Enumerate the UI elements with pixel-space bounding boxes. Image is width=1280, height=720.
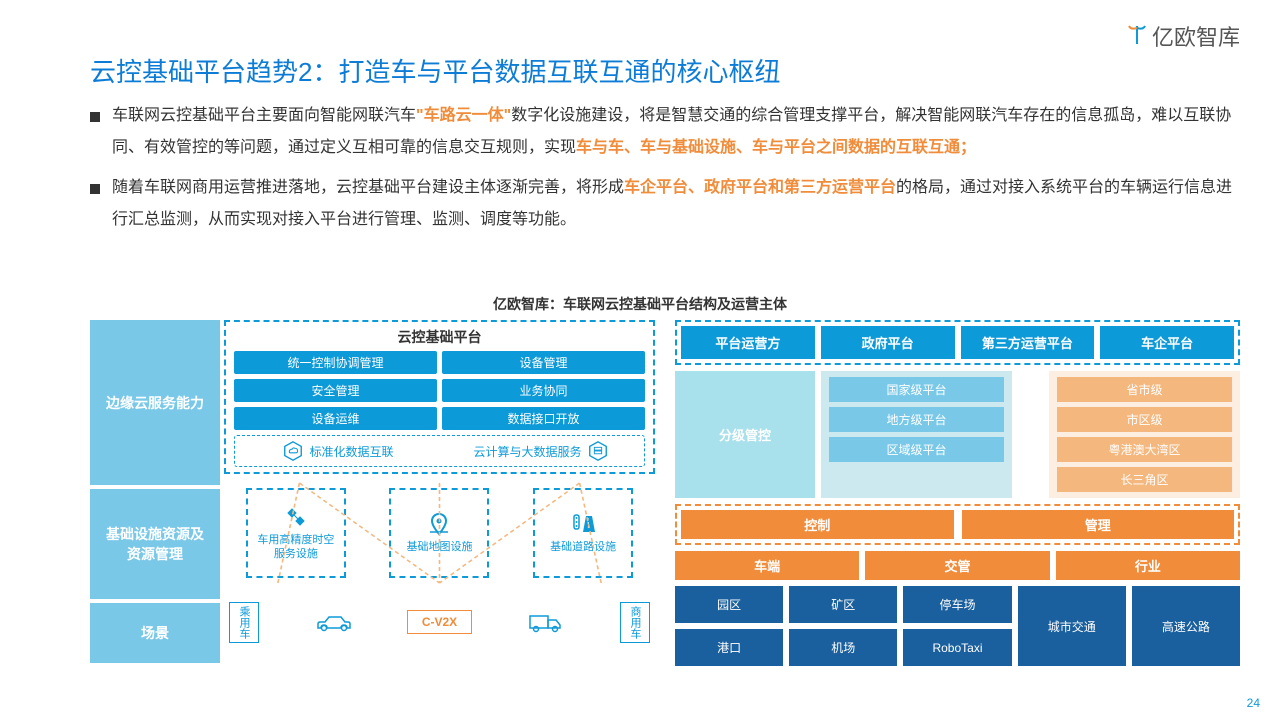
infra-row: 车用高精度时空服务设施 基础地图设施 基础道路设施 <box>224 478 655 588</box>
tier-province: 省市级 <box>1057 377 1232 402</box>
tier-national: 国家级平台 <box>829 377 1004 402</box>
manage-btn: 管理 <box>962 510 1235 539</box>
bullet-2: 随着车联网商用运营推进落地，云控基础平台建设主体逐渐完善，将形成车企平台、政府平… <box>90 172 1240 236</box>
satellite-icon <box>284 505 308 529</box>
spacer <box>1018 371 1043 498</box>
infra-road: 基础道路设施 <box>533 488 633 578</box>
sidebar-edge-cloud: 边缘云服务能力 <box>90 320 220 485</box>
platform-item: 安全管理 <box>234 379 437 402</box>
tier-yangtze: 长三角区 <box>1057 467 1232 492</box>
top-operator: 平台运营方 <box>681 326 815 359</box>
left-content: 云控基础平台 统一控制协调管理 设备管理 安全管理 业务协同 设备运维 数据接口… <box>224 320 655 685</box>
left-panel: 边缘云服务能力 基础设施资源及资源管理 场景 云控基础平台 统一控制协调管理 设… <box>90 320 655 685</box>
platform-item: 设备运维 <box>234 407 437 430</box>
bullet-text-1: 车联网云控基础平台主要面向智能网联汽车"车路云一体"数字化设施建设，将是智慧交通… <box>112 100 1240 164</box>
tier-local: 地方级平台 <box>829 407 1004 432</box>
top-government: 政府平台 <box>821 326 955 359</box>
platform-item: 数据接口开放 <box>442 407 645 430</box>
grid-parking: 停车场 <box>903 586 1011 623</box>
bullet-text-2: 随着车联网商用运营推进落地，云控基础平台建设主体逐渐完善，将形成车企平台、政府平… <box>112 172 1240 236</box>
infra-gps: 车用高精度时空服务设施 <box>246 488 346 578</box>
logo: 亿欧智库 <box>1127 20 1240 52</box>
grid-robotaxi: RoboTaxi <box>903 629 1011 666</box>
grid-highway: 高速公路 <box>1132 586 1240 666</box>
cloud-hex-icon <box>282 440 304 462</box>
tier-row: 分级管控 国家级平台 地方级平台 区域级平台 省市级 市区级 粤港澳大湾区 长三… <box>675 371 1240 498</box>
bullet-1: 车联网云控基础平台主要面向智能网联汽车"车路云一体"数字化设施建设，将是智慧交通… <box>90 100 1240 164</box>
sidebar-infra: 基础设施资源及资源管理 <box>90 489 220 599</box>
passenger-car-label: 乘用车 <box>229 602 259 643</box>
cat-industry: 行业 <box>1056 551 1240 580</box>
cat-traffic: 交管 <box>865 551 1049 580</box>
bullets: 车联网云控基础平台主要面向智能网联汽车"车路云一体"数字化设施建设，将是智慧交通… <box>90 100 1240 244</box>
traffic-road-icon <box>571 512 595 536</box>
grid-urban: 城市交通 <box>1018 586 1126 666</box>
diagram-subtitle: 亿欧智库：车联网云控基础平台结构及运营主体 <box>0 294 1280 314</box>
logo-icon <box>1127 24 1147 48</box>
tier-col-oem: 省市级 市区级 粤港澳大湾区 长三角区 <box>1049 371 1240 498</box>
cv2x-label: C-V2X <box>407 610 472 634</box>
platform-bottom-row: 标准化数据互联 云计算与大数据服务 <box>234 435 645 467</box>
tier-label: 分级管控 <box>675 371 815 498</box>
commercial-car-label: 商用车 <box>620 602 650 643</box>
control-btn: 控制 <box>681 510 954 539</box>
tier-bay: 粤港澳大湾区 <box>1057 437 1232 462</box>
cloud-compute: 云计算与大数据服务 <box>442 440 640 462</box>
diagram: 边缘云服务能力 基础设施资源及资源管理 场景 云控基础平台 统一控制协调管理 设… <box>90 320 1240 685</box>
category-row: 车端 交管 行业 <box>675 551 1240 580</box>
tier-regional: 区域级平台 <box>829 437 1004 462</box>
control-row: 控制 管理 <box>675 504 1240 545</box>
car-icon <box>313 610 353 634</box>
left-sidebar: 边缘云服务能力 基础设施资源及资源管理 场景 <box>90 320 220 685</box>
data-interconnect: 标准化数据互联 <box>239 440 437 462</box>
platform-item: 设备管理 <box>442 351 645 374</box>
bottom-grid: 园区 矿区 停车场 城市交通 高速公路 港口 机场 RoboTaxi <box>675 586 1240 666</box>
platform-box: 云控基础平台 统一控制协调管理 设备管理 安全管理 业务协同 设备运维 数据接口… <box>224 320 655 474</box>
page-title: 云控基础平台趋势2：打造车与平台数据互联互通的核心枢纽 <box>90 52 780 89</box>
page-number: 24 <box>1247 696 1260 710</box>
tier-city: 市区级 <box>1057 407 1232 432</box>
top-row: 平台运营方 政府平台 第三方运营平台 车企平台 <box>675 320 1240 365</box>
grid-airport: 机场 <box>789 629 897 666</box>
tier-col-gov: 国家级平台 地方级平台 区域级平台 <box>821 371 1012 498</box>
bullet-marker <box>90 184 100 194</box>
top-oem: 车企平台 <box>1100 326 1234 359</box>
infra-map: 基础地图设施 <box>389 488 489 578</box>
sidebar-scenario: 场景 <box>90 603 220 663</box>
bullet-marker <box>90 112 100 122</box>
truck-icon <box>526 610 566 634</box>
platform-item: 业务协同 <box>442 379 645 402</box>
top-thirdparty: 第三方运营平台 <box>961 326 1095 359</box>
grid-park: 园区 <box>675 586 783 623</box>
scenario-row: 乘用车 C-V2X 商用车 <box>224 592 655 652</box>
map-pin-icon <box>427 512 451 536</box>
logo-text: 亿欧智库 <box>1152 20 1240 52</box>
platform-title: 云控基础平台 <box>234 327 645 347</box>
grid-port: 港口 <box>675 629 783 666</box>
right-panel: 平台运营方 政府平台 第三方运营平台 车企平台 分级管控 国家级平台 地方级平台… <box>675 320 1240 685</box>
cat-vehicle: 车端 <box>675 551 859 580</box>
grid-mine: 矿区 <box>789 586 897 623</box>
platform-item: 统一控制协调管理 <box>234 351 437 374</box>
server-hex-icon <box>587 440 609 462</box>
platform-grid: 统一控制协调管理 设备管理 安全管理 业务协同 设备运维 数据接口开放 <box>234 351 645 430</box>
